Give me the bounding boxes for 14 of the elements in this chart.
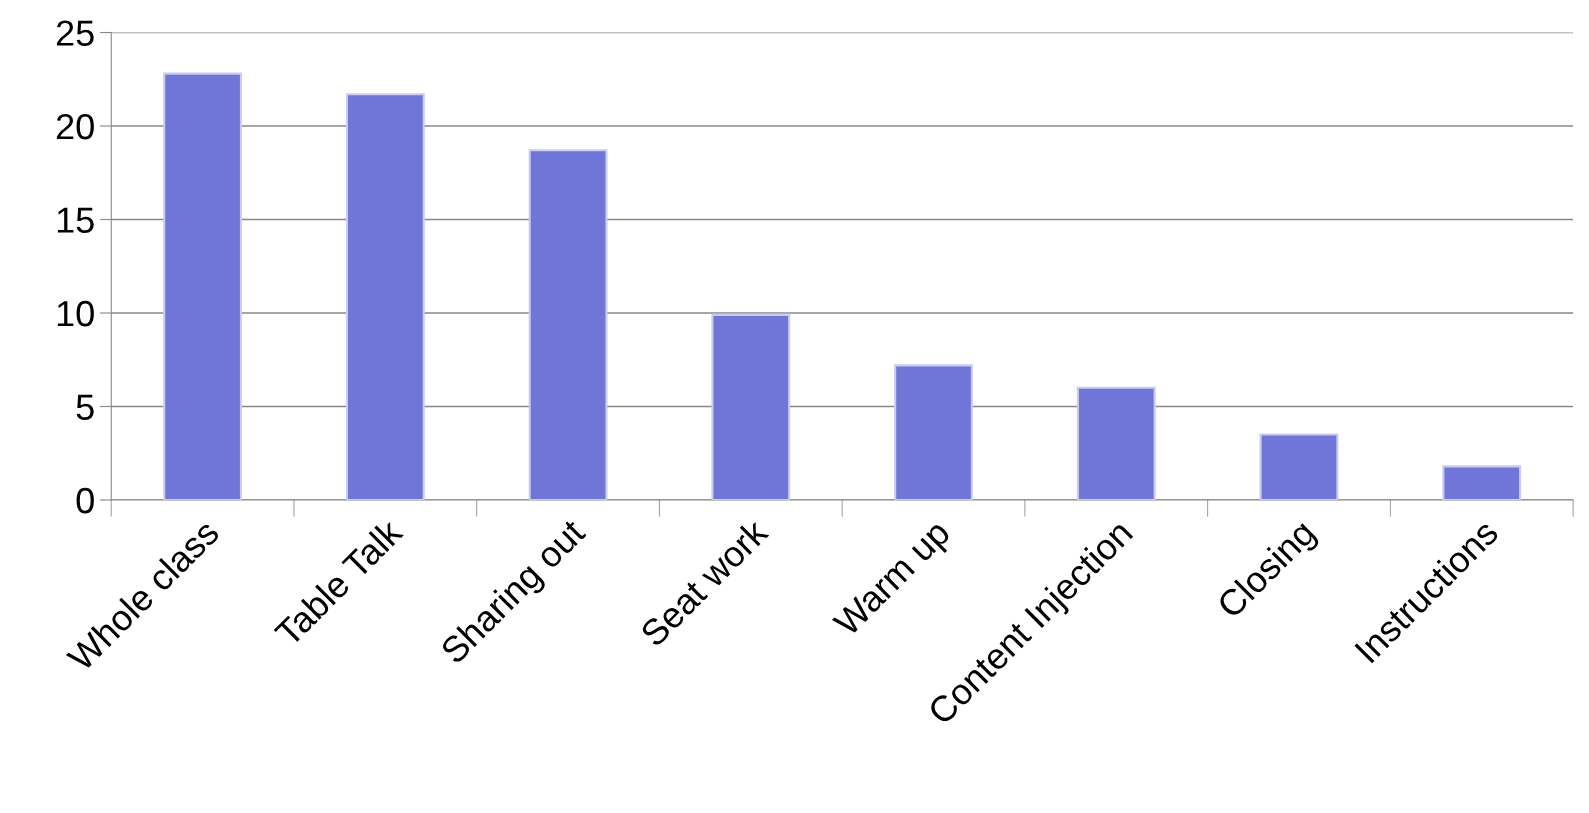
bar <box>528 149 608 500</box>
bar <box>1259 433 1339 500</box>
bar <box>711 313 791 500</box>
y-tick-label: 20 <box>56 113 94 140</box>
bar <box>163 72 243 500</box>
y-tick-label: 10 <box>57 300 94 327</box>
bar <box>1442 465 1522 500</box>
bar <box>1076 386 1156 500</box>
bar <box>345 93 425 500</box>
y-tick-label: 0 <box>76 487 94 514</box>
y-tick-label: 5 <box>76 394 94 420</box>
y-tick-label: 25 <box>56 20 94 46</box>
y-tick-label: 15 <box>57 207 94 233</box>
bar <box>894 364 973 500</box>
